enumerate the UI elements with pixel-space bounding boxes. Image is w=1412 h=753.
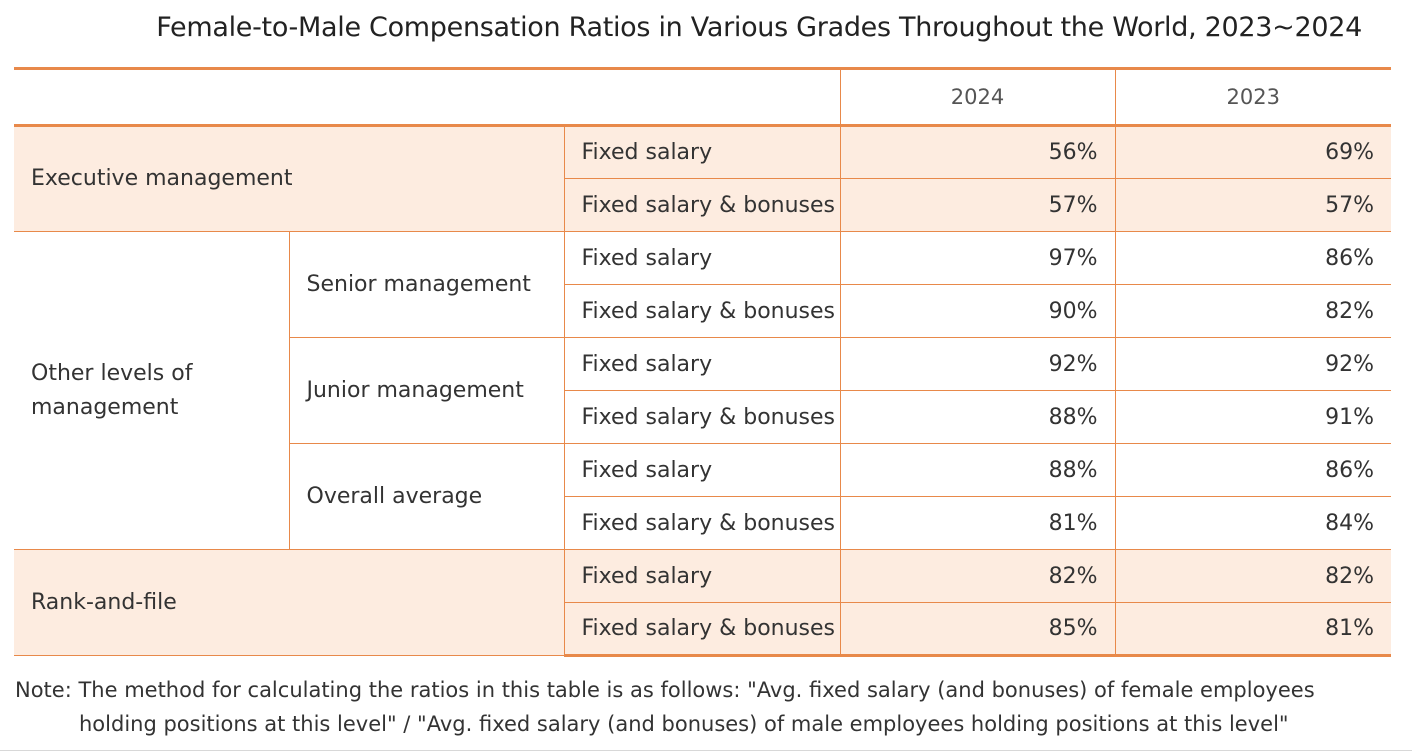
table-row: Rank-and-file Fixed salary 82% 82%	[14, 549, 1392, 656]
pay-type-cell: Fixed salary	[563, 549, 841, 603]
pay-type-cell: Fixed salary & bonuses	[564, 602, 841, 657]
value-2023-cell: 84%	[1114, 496, 1392, 550]
value-2023-cell: 86%	[1114, 443, 1392, 497]
table-row: Overall average Fixed salary 88% 86%	[14, 443, 1392, 550]
value-2023-cell: 69%	[1114, 125, 1392, 179]
pay-type-cell: Fixed salary	[563, 337, 841, 391]
note-line-1: Note: The method for calculating the rat…	[15, 678, 1315, 702]
level-rank-and-file: Rank-and-file	[14, 549, 565, 656]
value-2024-cell: 57%	[839, 178, 1116, 232]
pay-type-cell: Fixed salary & bonuses	[564, 178, 841, 232]
pay-type-cell: Fixed salary	[563, 443, 841, 497]
table-row: Executive management Fixed salary 56% 69…	[14, 125, 1392, 232]
value-2024-cell: 81%	[839, 496, 1116, 550]
header-row: 2024 2023	[14, 67, 1392, 127]
value-2023-cell: 82%	[1114, 549, 1392, 603]
level-executive-management: Executive management	[14, 125, 565, 232]
pay-type-cell: Fixed salary & bonuses	[564, 496, 841, 550]
level-other-line1: Other levels of	[31, 360, 193, 386]
table-row: Fixed salary & bonuses 90% 82%	[14, 284, 1392, 338]
compensation-ratio-table: 2024 2023 Executive management Fixed sal…	[14, 67, 1392, 657]
value-2024-cell: 88%	[839, 390, 1116, 444]
pay-type-cell: Fixed salary & bonuses	[564, 390, 841, 444]
value-2024-cell: 90%	[839, 284, 1116, 338]
pay-type-cell: Fixed salary	[563, 125, 841, 179]
level-other-management: Other levels of management	[14, 231, 290, 550]
sublevel-overall-average: Overall average	[289, 443, 565, 550]
note-line-2: holding positions at this level" / "Avg.…	[79, 712, 1289, 736]
bottom-divider	[0, 750, 1412, 751]
header-2024: 2024	[839, 67, 1116, 127]
value-2024-cell: 56%	[839, 125, 1116, 179]
sublevel-senior-management: Senior management	[288, 231, 565, 338]
header-2023: 2023	[1114, 67, 1392, 127]
table-row: Other levels of management Senior manage…	[14, 231, 1392, 550]
table-row: Fixed salary & bonuses 81% 84%	[14, 496, 1392, 550]
value-2024-cell: 88%	[839, 443, 1116, 497]
value-2024-cell: 97%	[839, 231, 1116, 285]
value-2024-cell: 92%	[839, 337, 1116, 391]
pay-type-cell: Fixed salary	[563, 231, 841, 285]
value-2023-cell: 81%	[1114, 602, 1392, 657]
value-2023-cell: 92%	[1114, 337, 1392, 391]
value-2024-cell: 82%	[839, 549, 1116, 603]
table-title: Female-to-Male Compensation Ratios in Va…	[156, 12, 1362, 43]
value-2023-cell: 91%	[1114, 390, 1392, 444]
value-2023-cell: 82%	[1114, 284, 1392, 338]
value-2024-cell: 85%	[839, 602, 1116, 657]
pay-type-cell: Fixed salary & bonuses	[564, 284, 841, 338]
table-row: Fixed salary & bonuses 57% 57%	[14, 178, 1392, 232]
value-2023-cell: 86%	[1114, 231, 1392, 285]
table-row: Junior management Fixed salary 92% 92%	[14, 337, 1392, 444]
level-other-line2: management	[31, 394, 179, 420]
table-row: Fixed salary & bonuses 88% 91%	[14, 390, 1392, 444]
value-2023-cell: 57%	[1114, 178, 1392, 232]
table-note: Note: The method for calculating the rat…	[15, 673, 1405, 741]
header-blank-cell	[14, 67, 841, 127]
sublevel-junior-management: Junior management	[289, 337, 565, 444]
